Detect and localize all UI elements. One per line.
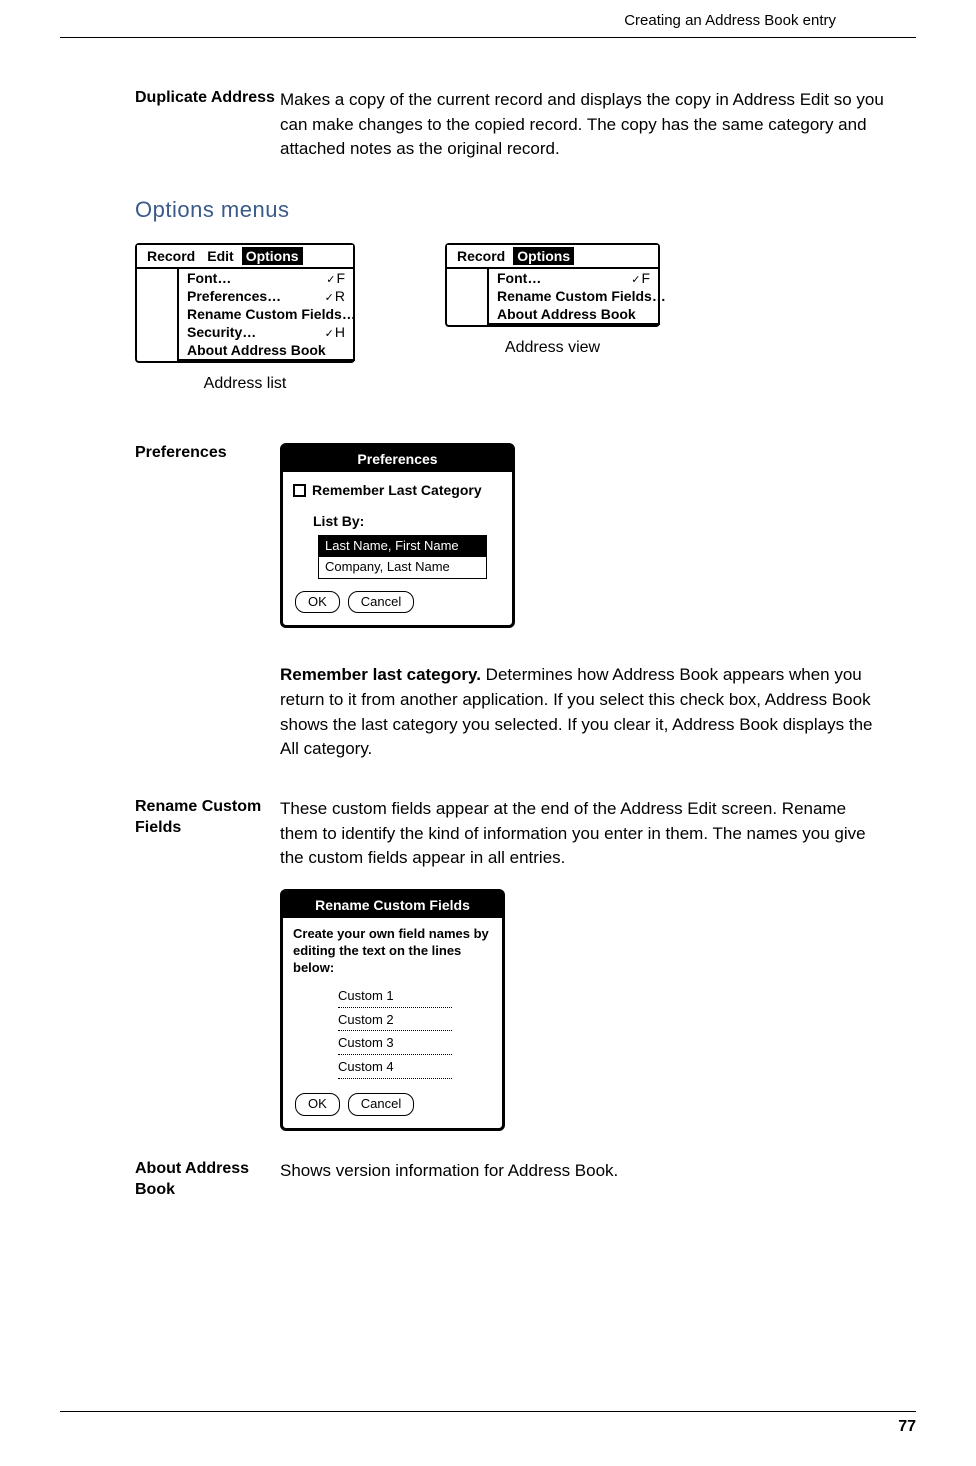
address-list-menu-block: Record Edit Options Font…F Preferences…R… — [135, 243, 355, 393]
menu-item-font[interactable]: Font…F — [179, 269, 353, 287]
shortcut-icon — [325, 324, 335, 340]
palm-menu-address-list: Record Edit Options Font…F Preferences…R… — [135, 243, 355, 363]
list-option-lastname[interactable]: Last Name, First Name — [319, 536, 486, 557]
menu-item-about-v[interactable]: About Address Book — [489, 305, 658, 323]
preferences-dialog-body: Remember Last Category List By: Last Nam… — [283, 472, 512, 625]
remember-desc: Remember last category. Determines how A… — [280, 663, 886, 762]
page-footer: 77 — [60, 1411, 916, 1436]
preferences-figure-cell: Preferences Remember Last Category List … — [280, 443, 886, 628]
rename-row: Rename Custom Fields These custom fields… — [135, 797, 886, 1131]
menu-item-rename[interactable]: Rename Custom Fields… — [179, 305, 353, 323]
menu-item-security[interactable]: Security…H — [179, 323, 353, 341]
menubar-edit[interactable]: Edit — [203, 247, 237, 265]
ok-button[interactable]: OK — [295, 591, 340, 614]
custom-field-2[interactable]: Custom 2 — [338, 1011, 452, 1032]
palm-menu-address-view: Record Options Font…F Rename Custom Fiel… — [445, 243, 660, 327]
remember-bold: Remember last category. — [280, 665, 481, 684]
listby-listbox: Last Name, First Name Company, Last Name — [318, 535, 487, 579]
menu-item-rename-v[interactable]: Rename Custom Fields… — [489, 287, 658, 305]
options-menus-heading: Options menus — [135, 197, 886, 223]
duplicate-address-row: Duplicate Address Makes a copy of the cu… — [135, 88, 886, 162]
rename-dialog-title: Rename Custom Fields — [283, 892, 502, 918]
menubar-options-view[interactable]: Options — [513, 247, 574, 265]
rename-dialog-body: Create your own field names by editing t… — [283, 918, 502, 1128]
menubar-record[interactable]: Record — [143, 247, 199, 265]
custom-field-4[interactable]: Custom 4 — [338, 1058, 452, 1079]
remember-checkbox-label: Remember Last Category — [312, 480, 482, 500]
duplicate-desc: Makes a copy of the current record and d… — [280, 88, 886, 162]
dropdown-list: Font…F Preferences…R Rename Custom Field… — [177, 267, 355, 361]
duplicate-term: Duplicate Address — [135, 88, 280, 162]
preferences-term: Preferences — [135, 443, 280, 628]
menubar-options[interactable]: Options — [242, 247, 303, 265]
options-menus-figures: Record Edit Options Font…F Preferences…R… — [135, 243, 886, 393]
rename-buttons: OK Cancel — [293, 1093, 492, 1120]
menubar-list: Record Edit Options — [137, 245, 353, 269]
shortcut-icon — [325, 288, 335, 304]
about-desc: Shows version information for Address Bo… — [280, 1159, 886, 1201]
ok-button-rename[interactable]: OK — [295, 1093, 340, 1116]
checkbox-icon[interactable] — [293, 484, 306, 497]
running-title: Creating an Address Book entry — [624, 12, 836, 29]
listby-label: List By: — [313, 511, 502, 531]
remember-checkbox-row[interactable]: Remember Last Category — [293, 480, 502, 500]
list-option-company[interactable]: Company, Last Name — [319, 557, 486, 578]
remember-term-empty — [135, 663, 280, 762]
custom-field-1[interactable]: Custom 1 — [338, 987, 452, 1008]
rename-desc: These custom fields appear at the end of… — [280, 797, 886, 871]
preferences-row: Preferences Preferences Remember Last Ca… — [135, 443, 886, 628]
page-number: 77 — [898, 1418, 916, 1435]
rename-instruction: Create your own field names by editing t… — [293, 926, 492, 977]
menu-item-about[interactable]: About Address Book — [179, 341, 353, 359]
cancel-button[interactable]: Cancel — [348, 591, 414, 614]
remember-desc-row: Remember last category. Determines how A… — [135, 663, 886, 762]
page-header: Creating an Address Book entry — [60, 0, 916, 38]
menubar-record-view[interactable]: Record — [453, 247, 509, 265]
about-row: About Address Book Shows version informa… — [135, 1159, 886, 1201]
cancel-button-rename[interactable]: Cancel — [348, 1093, 414, 1116]
dropdown-view: Font…F Rename Custom Fields… About Addre… — [487, 267, 660, 325]
rename-dialog: Rename Custom Fields Create your own fie… — [280, 889, 505, 1131]
custom-field-3[interactable]: Custom 3 — [338, 1034, 452, 1055]
shortcut-icon — [631, 270, 641, 286]
about-term: About Address Book — [135, 1159, 280, 1201]
menu-item-preferences[interactable]: Preferences…R — [179, 287, 353, 305]
page-content: Duplicate Address Makes a copy of the cu… — [0, 38, 976, 1201]
preferences-dialog-title: Preferences — [283, 446, 512, 472]
menu-item-font-v[interactable]: Font…F — [489, 269, 658, 287]
rename-term: Rename Custom Fields — [135, 797, 280, 1131]
address-view-menu-block: Record Options Font…F Rename Custom Fiel… — [445, 243, 660, 393]
rename-desc-cell: These custom fields appear at the end of… — [280, 797, 886, 1131]
address-list-caption: Address list — [135, 375, 355, 393]
preferences-dialog: Preferences Remember Last Category List … — [280, 443, 515, 628]
address-view-caption: Address view — [445, 339, 660, 357]
preferences-buttons: OK Cancel — [293, 591, 502, 618]
shortcut-icon — [326, 270, 336, 286]
menubar-view: Record Options — [447, 245, 658, 269]
